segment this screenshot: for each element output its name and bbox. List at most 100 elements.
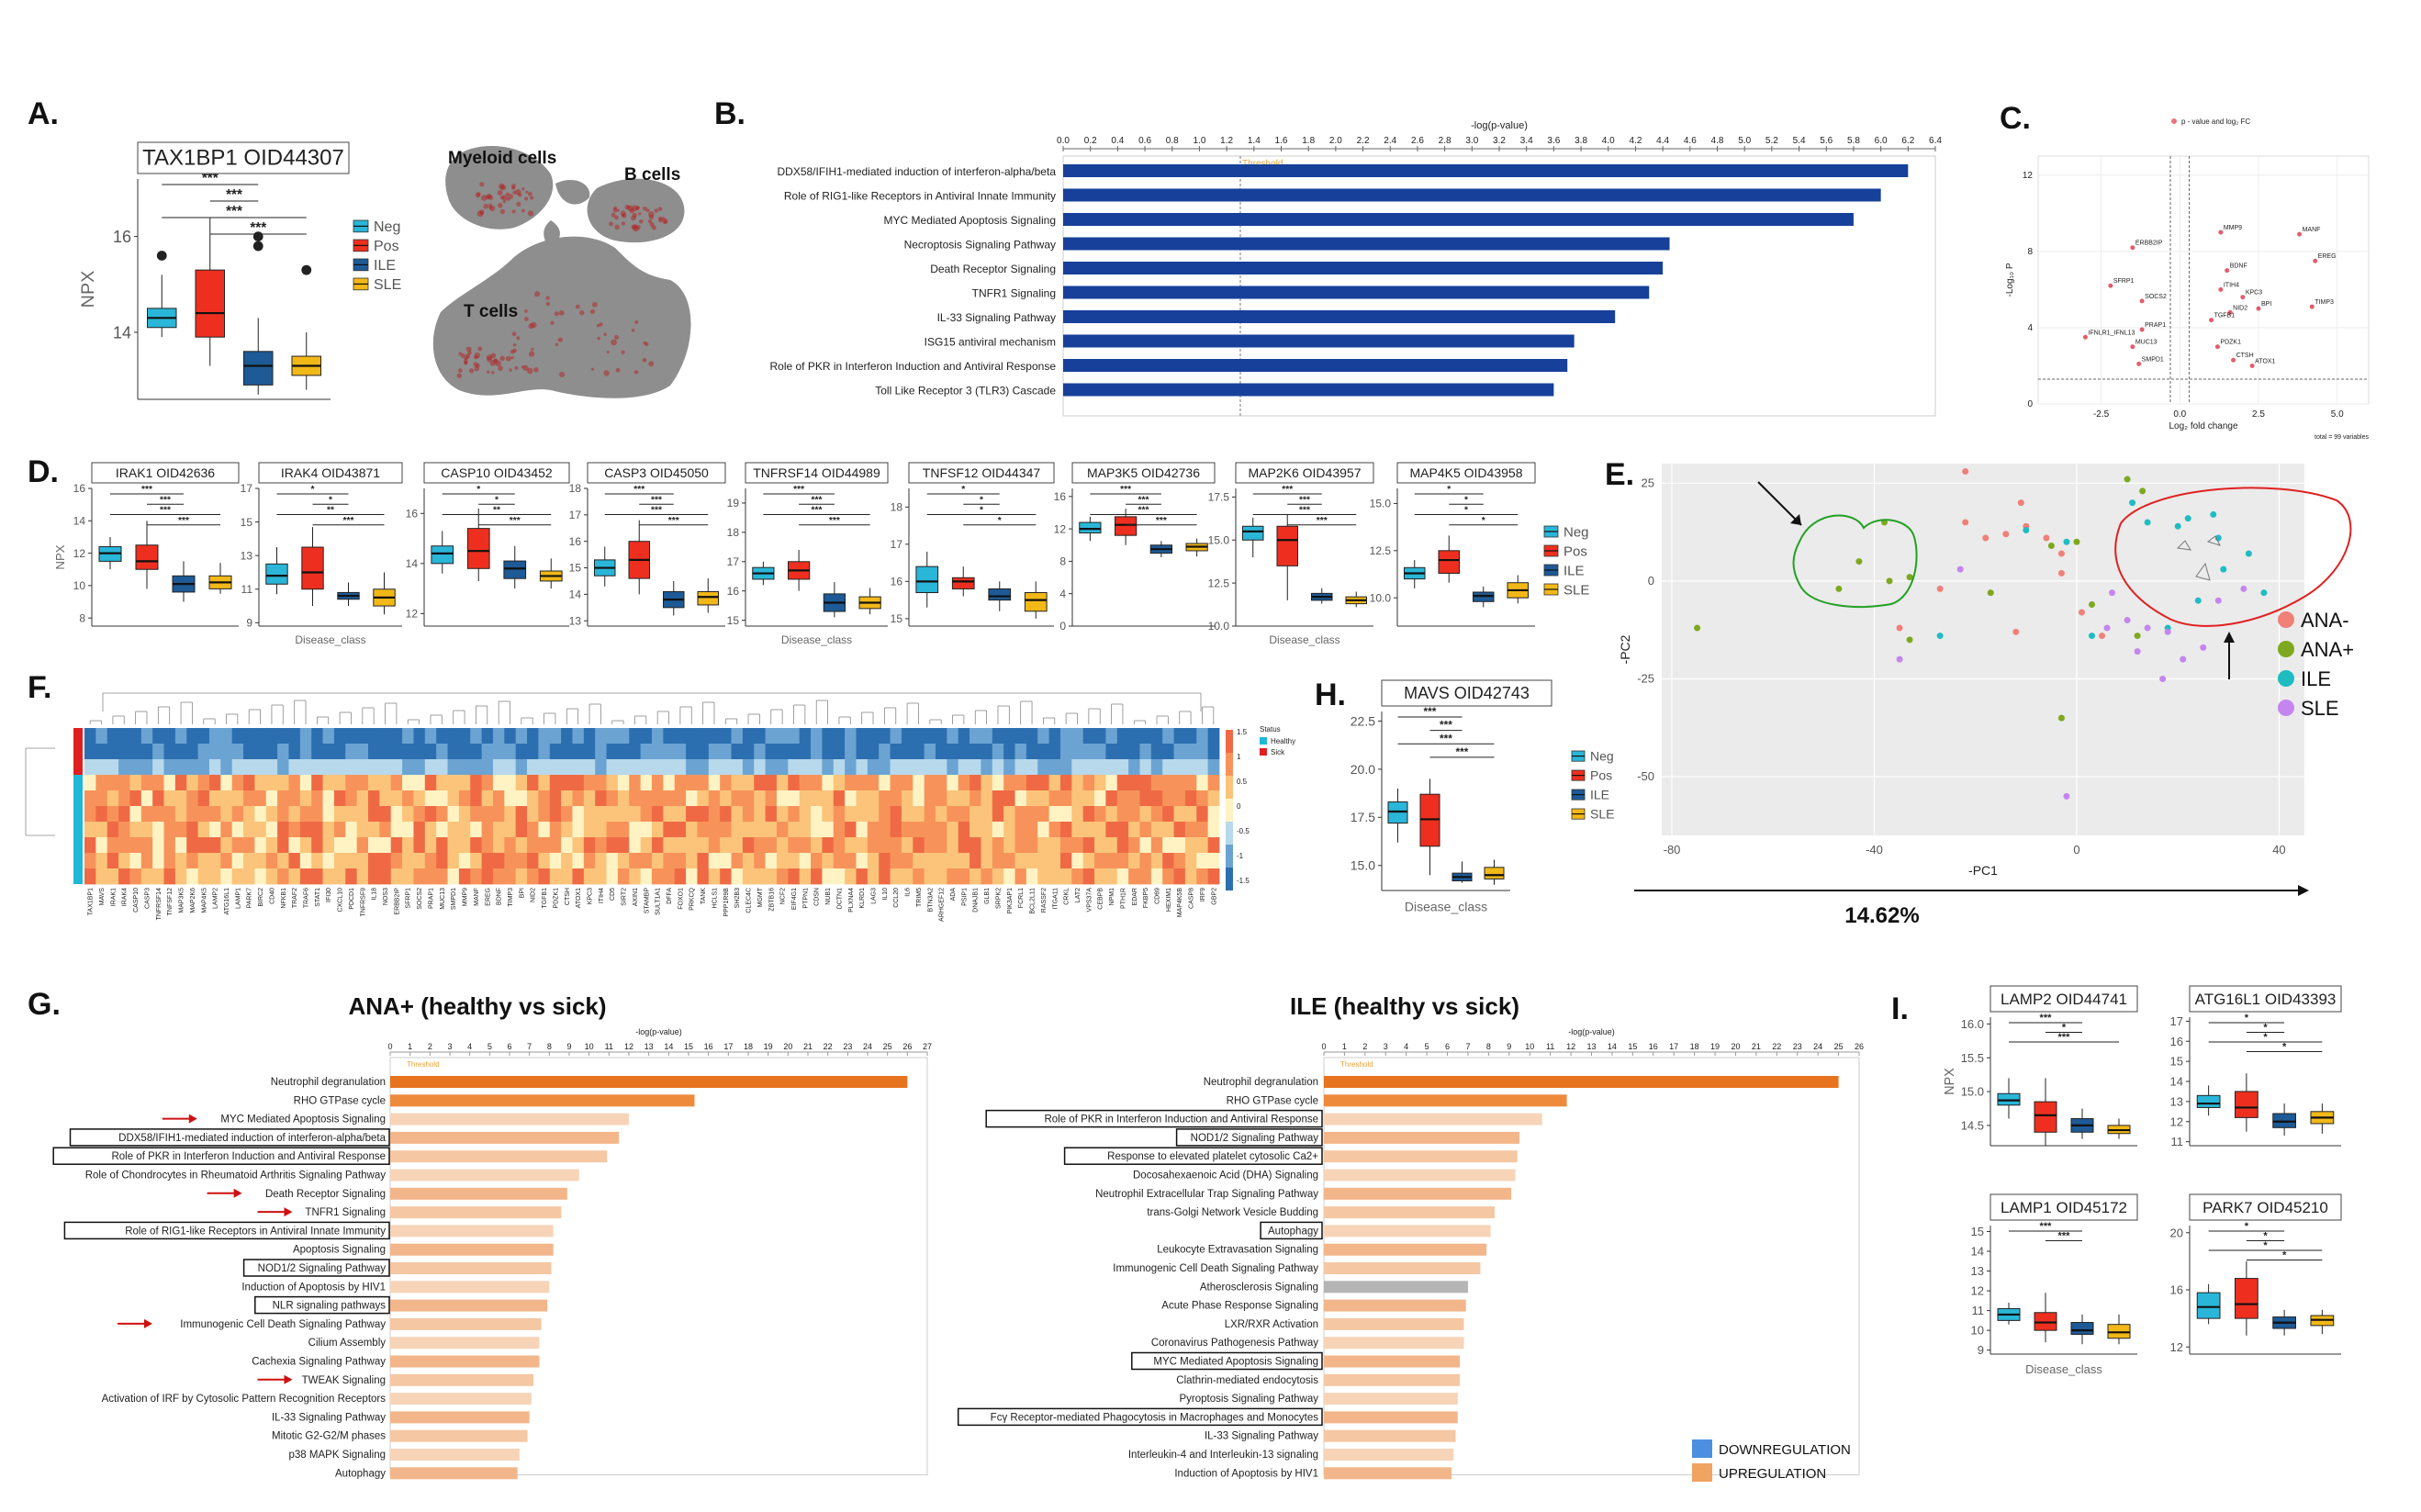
significance-label: *** [343,516,354,526]
heatmap-cell [720,837,732,854]
heatmap-cell [1071,837,1084,854]
column-label: MAP3K5 [179,888,185,913]
heatmap-cell [845,837,857,854]
heatmap-cell [95,759,108,776]
column-label: CDSN [814,888,821,906]
x-tick-label: 17 [1669,1042,1678,1051]
category-label: trans-Golgi Network Vesicle Budding [1147,1207,1318,1218]
heatmap-cell [947,806,959,823]
panel-g-left: ANA+ (healthy vs sick)-log(p-value)0 1 2 3 4… [52,992,932,1480]
heatmap-cell [686,822,698,838]
heatmap-cell [697,728,710,745]
category-label: Autophagy [335,1468,386,1479]
title-box [1396,462,1536,484]
heatmap-cell [1184,759,1197,776]
heatmap-cell [1173,853,1186,869]
heatmap-cell [913,790,925,807]
heatmap-cell [1037,822,1049,838]
heatmap-cell [1059,822,1072,838]
heatmap-cell [742,728,755,745]
heatmap-cell [674,806,687,823]
heatmap-cell [265,806,278,823]
heatmap-cell [652,775,664,791]
bar [1324,1206,1496,1219]
heatmap-cell [901,868,913,885]
y-tick-label: 10.0 [1208,620,1230,633]
category-label: RHO GTPase cycle [294,1095,386,1106]
bar [1324,1150,1518,1163]
significance-label: * [329,495,332,505]
heatmap-cell [174,853,187,869]
heatmap-cell [1207,837,1220,854]
heatmap-cell [720,822,732,838]
box-ile [503,560,527,579]
bar [1324,1131,1520,1144]
y-tick-label: 14 [1971,1245,1984,1259]
highlight-box [1063,1147,1323,1165]
highlight-box [63,1221,390,1240]
significance-label: *** [226,204,242,219]
heatmap-cell [379,759,392,776]
heatmap-cell [492,744,505,760]
heatmap-cell [845,728,857,745]
heatmap-cell [492,868,505,885]
title-box [1989,1193,2138,1221]
y-tick-label: 17 [727,555,740,568]
column-label: DFFA [667,888,673,904]
legend-swatch-down [1692,1439,1712,1458]
x-tick-label: 13 [1586,1042,1596,1051]
heatmap-cell [890,868,902,885]
significance-label: *** [668,516,679,526]
heatmap-cell [265,868,278,885]
heatmap-cell [402,822,414,838]
category-label: Atherosclerosis Signaling [1200,1282,1318,1293]
significance-label: * [980,506,983,516]
heatmap-cell [1094,790,1106,807]
y-tick-label: 11 [241,583,253,596]
x-tick-label: 3.6 [1547,136,1560,146]
significance-label: * [311,485,315,495]
heatmap-cell [379,806,392,823]
scale-label: -1.5 [1237,877,1250,885]
heatmap-cell [504,806,517,823]
column-label: ATOX1 [576,888,582,908]
heatmap-cell [913,822,925,838]
heatmap-cell [1207,806,1220,823]
heatmap-cell [458,822,471,838]
heatmap-cell [243,837,255,854]
arrowhead [284,1207,293,1217]
point-label: IFNLR1_IFNL13 [2088,330,2135,336]
heatmap-cell [368,759,380,776]
column-label: RASSF2 [1041,888,1048,913]
heatmap-cell [947,744,959,760]
heatmap-cell [765,728,778,745]
heatmap-cell [936,790,947,807]
heatmap-cell [356,790,369,807]
heatmap-cell [368,775,380,791]
heatmap-cell [720,775,732,791]
heatmap-cell [504,744,517,760]
heatmap-cell [299,853,312,869]
heatmap-cell [652,806,664,823]
heatmap-cell [856,853,869,869]
heatmap-cell [1037,790,1049,807]
heatmap-cell [720,806,732,823]
title-box [2189,985,2342,1013]
heatmap-cell [833,868,846,885]
panel-title: ATG16L1 OID43393 [2195,991,2337,1008]
umap-cell-dot [606,351,610,354]
heatmap-cell [936,822,947,838]
column-label: PPP1R9B [723,888,730,917]
x-tick-label: 5.2 [1765,136,1778,146]
heatmap-cell [663,790,676,807]
heatmap-cell [867,744,880,760]
heatmap-cell [1094,744,1106,760]
heatmap-cell [572,759,585,776]
bar [390,1467,518,1480]
heatmap-cell [708,744,721,760]
heatmap-cell [197,868,210,885]
heatmap-cell [561,775,573,791]
heatmap-cell [629,806,642,823]
heatmap-cell [379,868,392,885]
point-label: KPC3 [2246,290,2262,297]
